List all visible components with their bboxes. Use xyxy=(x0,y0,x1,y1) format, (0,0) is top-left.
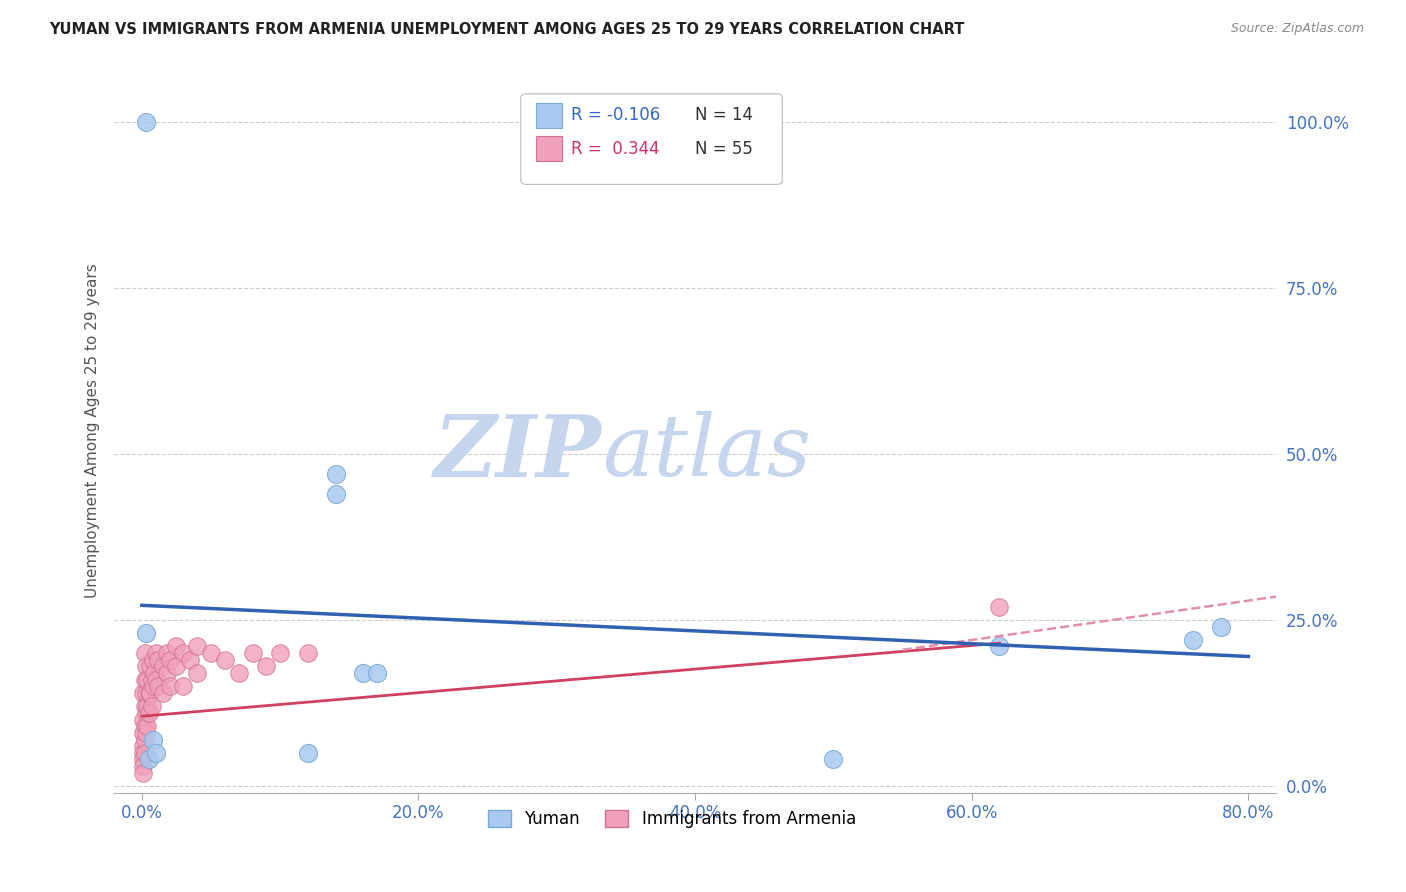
Point xyxy=(135,706,157,720)
Point xyxy=(152,686,174,700)
Point xyxy=(134,732,156,747)
Point xyxy=(132,726,155,740)
Point xyxy=(132,713,155,727)
Point xyxy=(242,646,264,660)
Point xyxy=(179,653,201,667)
Text: N = 14: N = 14 xyxy=(695,106,754,124)
Point xyxy=(142,653,165,667)
Point xyxy=(135,726,157,740)
Point xyxy=(325,467,347,481)
Point xyxy=(135,114,157,128)
Point xyxy=(352,666,374,681)
Point xyxy=(138,752,160,766)
Point xyxy=(145,646,167,660)
Point xyxy=(132,686,155,700)
Point xyxy=(142,732,165,747)
Point xyxy=(165,659,187,673)
Point xyxy=(138,686,160,700)
Point xyxy=(254,659,277,673)
FancyBboxPatch shape xyxy=(536,136,561,161)
Point xyxy=(297,646,319,660)
Point xyxy=(132,739,155,753)
Point xyxy=(172,679,194,693)
Point xyxy=(136,719,159,733)
Point xyxy=(139,686,162,700)
Point xyxy=(136,699,159,714)
Point xyxy=(132,752,155,766)
Point xyxy=(134,699,156,714)
Text: R = -0.106: R = -0.106 xyxy=(571,106,659,124)
Point xyxy=(172,646,194,660)
Point xyxy=(135,659,157,673)
Point xyxy=(297,746,319,760)
Point xyxy=(988,640,1011,654)
FancyBboxPatch shape xyxy=(536,103,561,128)
FancyBboxPatch shape xyxy=(520,94,782,185)
Point xyxy=(156,666,179,681)
Point xyxy=(200,646,222,660)
Point xyxy=(134,719,156,733)
Point xyxy=(139,659,162,673)
Text: atlas: atlas xyxy=(602,411,811,493)
Point xyxy=(141,673,163,687)
Point xyxy=(823,752,845,766)
Text: R =  0.344: R = 0.344 xyxy=(571,140,659,158)
Point xyxy=(152,659,174,673)
Point xyxy=(148,653,170,667)
Point xyxy=(134,646,156,660)
Point xyxy=(325,486,347,500)
Text: YUMAN VS IMMIGRANTS FROM ARMENIA UNEMPLOYMENT AMONG AGES 25 TO 29 YEARS CORRELAT: YUMAN VS IMMIGRANTS FROM ARMENIA UNEMPLO… xyxy=(49,22,965,37)
Point xyxy=(228,666,250,681)
Point xyxy=(159,653,181,667)
Point xyxy=(145,746,167,760)
Text: ZIP: ZIP xyxy=(434,410,602,494)
Point xyxy=(186,666,208,681)
Point xyxy=(165,640,187,654)
Point xyxy=(988,599,1011,614)
Point xyxy=(134,673,156,687)
Point xyxy=(269,646,291,660)
Point xyxy=(132,746,155,760)
Point xyxy=(148,679,170,693)
Point xyxy=(159,679,181,693)
Point xyxy=(1209,619,1232,633)
Legend: Yuman, Immigrants from Armenia: Yuman, Immigrants from Armenia xyxy=(481,804,863,835)
Point xyxy=(132,765,155,780)
Point xyxy=(186,640,208,654)
Text: N = 55: N = 55 xyxy=(695,140,754,158)
Text: Source: ZipAtlas.com: Source: ZipAtlas.com xyxy=(1230,22,1364,36)
Point xyxy=(135,626,157,640)
Point xyxy=(136,673,159,687)
Point xyxy=(138,706,160,720)
Point xyxy=(141,699,163,714)
Y-axis label: Unemployment Among Ages 25 to 29 years: Unemployment Among Ages 25 to 29 years xyxy=(86,263,100,598)
Point xyxy=(142,679,165,693)
Point xyxy=(132,759,155,773)
Point xyxy=(143,666,166,681)
Point xyxy=(135,686,157,700)
Point xyxy=(214,653,236,667)
Point xyxy=(145,673,167,687)
Point xyxy=(156,646,179,660)
Point xyxy=(1182,632,1205,647)
Point xyxy=(134,746,156,760)
Point xyxy=(366,666,388,681)
